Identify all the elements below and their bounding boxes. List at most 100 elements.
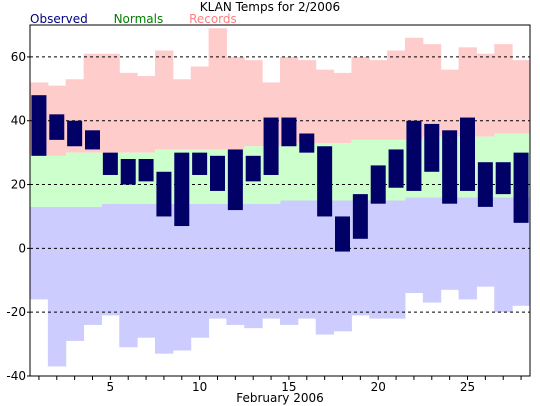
observed-bar [156,171,172,217]
record-low-band [65,206,85,341]
observed-bar [281,117,297,147]
record-high-band [512,60,531,134]
record-low-band [172,203,192,351]
observed-bar [335,216,350,252]
observed-bar [299,133,315,153]
record-high-band [351,56,370,140]
x-tick-label: 20 [371,380,386,394]
y-tick-label: -40 [6,369,26,383]
plot-frame [29,24,531,377]
observed-bar [442,130,458,204]
legend: Observed Normals Records [30,12,259,26]
observed-bar [370,165,386,204]
observed-bar [477,162,493,207]
y-tick-label: -20 [6,305,26,319]
observed-bar [120,159,136,185]
x-tick-label: 10 [192,380,207,394]
observed-bar [138,159,154,182]
record-high-band [369,60,388,140]
observed-bar [388,149,404,188]
record-high-band [494,44,513,134]
normal-band [351,139,370,201]
record-low-band [458,197,477,300]
record-low-band [47,206,67,367]
record-high-band [315,69,335,144]
record-high-band [83,53,102,153]
record-high-band [190,66,210,150]
record-low-band [494,197,513,313]
record-low-band [387,200,406,319]
observed-bar [174,152,190,227]
record-high-band [297,60,317,144]
y-tick-label: 20 [11,178,26,192]
observed-bar [406,120,422,191]
observed-bar [460,117,475,191]
normal-band [297,143,317,201]
x-axis: 5 10 15 20 25 [38,376,522,394]
record-low-band [369,200,388,319]
observed-bar [227,149,243,211]
record-low-band [83,206,102,325]
observed-bar [49,114,65,140]
record-high-band [458,47,477,137]
normal-band [280,146,299,201]
normal-band [47,155,67,207]
record-low-band [262,203,281,319]
observed-bar [495,162,511,195]
record-low-band [244,203,263,329]
normal-band [83,152,102,207]
record-high-band [244,60,263,147]
record-high-band [405,37,424,140]
record-low-band [208,203,227,319]
normal-band [333,143,352,201]
record-low-band [297,200,317,319]
x-tick-label: 15 [281,380,296,394]
observed-bar [352,194,368,239]
record-low-band [405,197,424,294]
record-high-band [226,56,245,150]
observed-bar [513,152,529,223]
observed-bar [31,95,47,156]
record-high-band [333,72,352,144]
observed-bar [85,130,100,150]
observed-bar [210,155,225,191]
record-high-band [119,72,138,153]
record-low-band [512,197,531,306]
observed-bar [192,152,208,175]
record-low-band [190,203,210,338]
record-low-band [155,203,174,354]
record-high-band [155,50,174,150]
y-tick-label: 0 [18,241,26,255]
legend-records: Records [189,12,237,26]
chart-title: KLAN Temps for 2/2006 [199,0,341,14]
record-high-band [476,53,495,137]
legend-observed: Observed [30,12,88,26]
record-high-band [422,44,442,137]
record-low-band [30,206,49,300]
record-low-band [422,197,442,303]
record-high-band [137,76,156,153]
record-low-band [119,203,138,348]
record-high-band [101,53,120,153]
normal-band [65,152,85,207]
observed-bar [67,120,83,147]
record-low-bands [30,197,531,367]
record-low-band [476,197,495,287]
record-high-band [440,69,460,137]
record-low-band [440,197,460,290]
record-low-band [280,200,299,325]
y-tick-label: 60 [11,50,26,64]
normal-band [30,155,49,207]
observed-bar [424,123,440,172]
record-low-band [315,200,335,335]
observed-bar [245,155,261,182]
observed-bars [31,95,529,252]
record-low-band [226,203,245,325]
x-axis-label: February 2006 [236,391,324,405]
observed-bar [102,152,118,175]
observed-bar [317,146,333,217]
x-tick-label: 5 [107,380,115,394]
record-high-band [208,28,227,150]
legend-normals: Normals [113,12,164,26]
